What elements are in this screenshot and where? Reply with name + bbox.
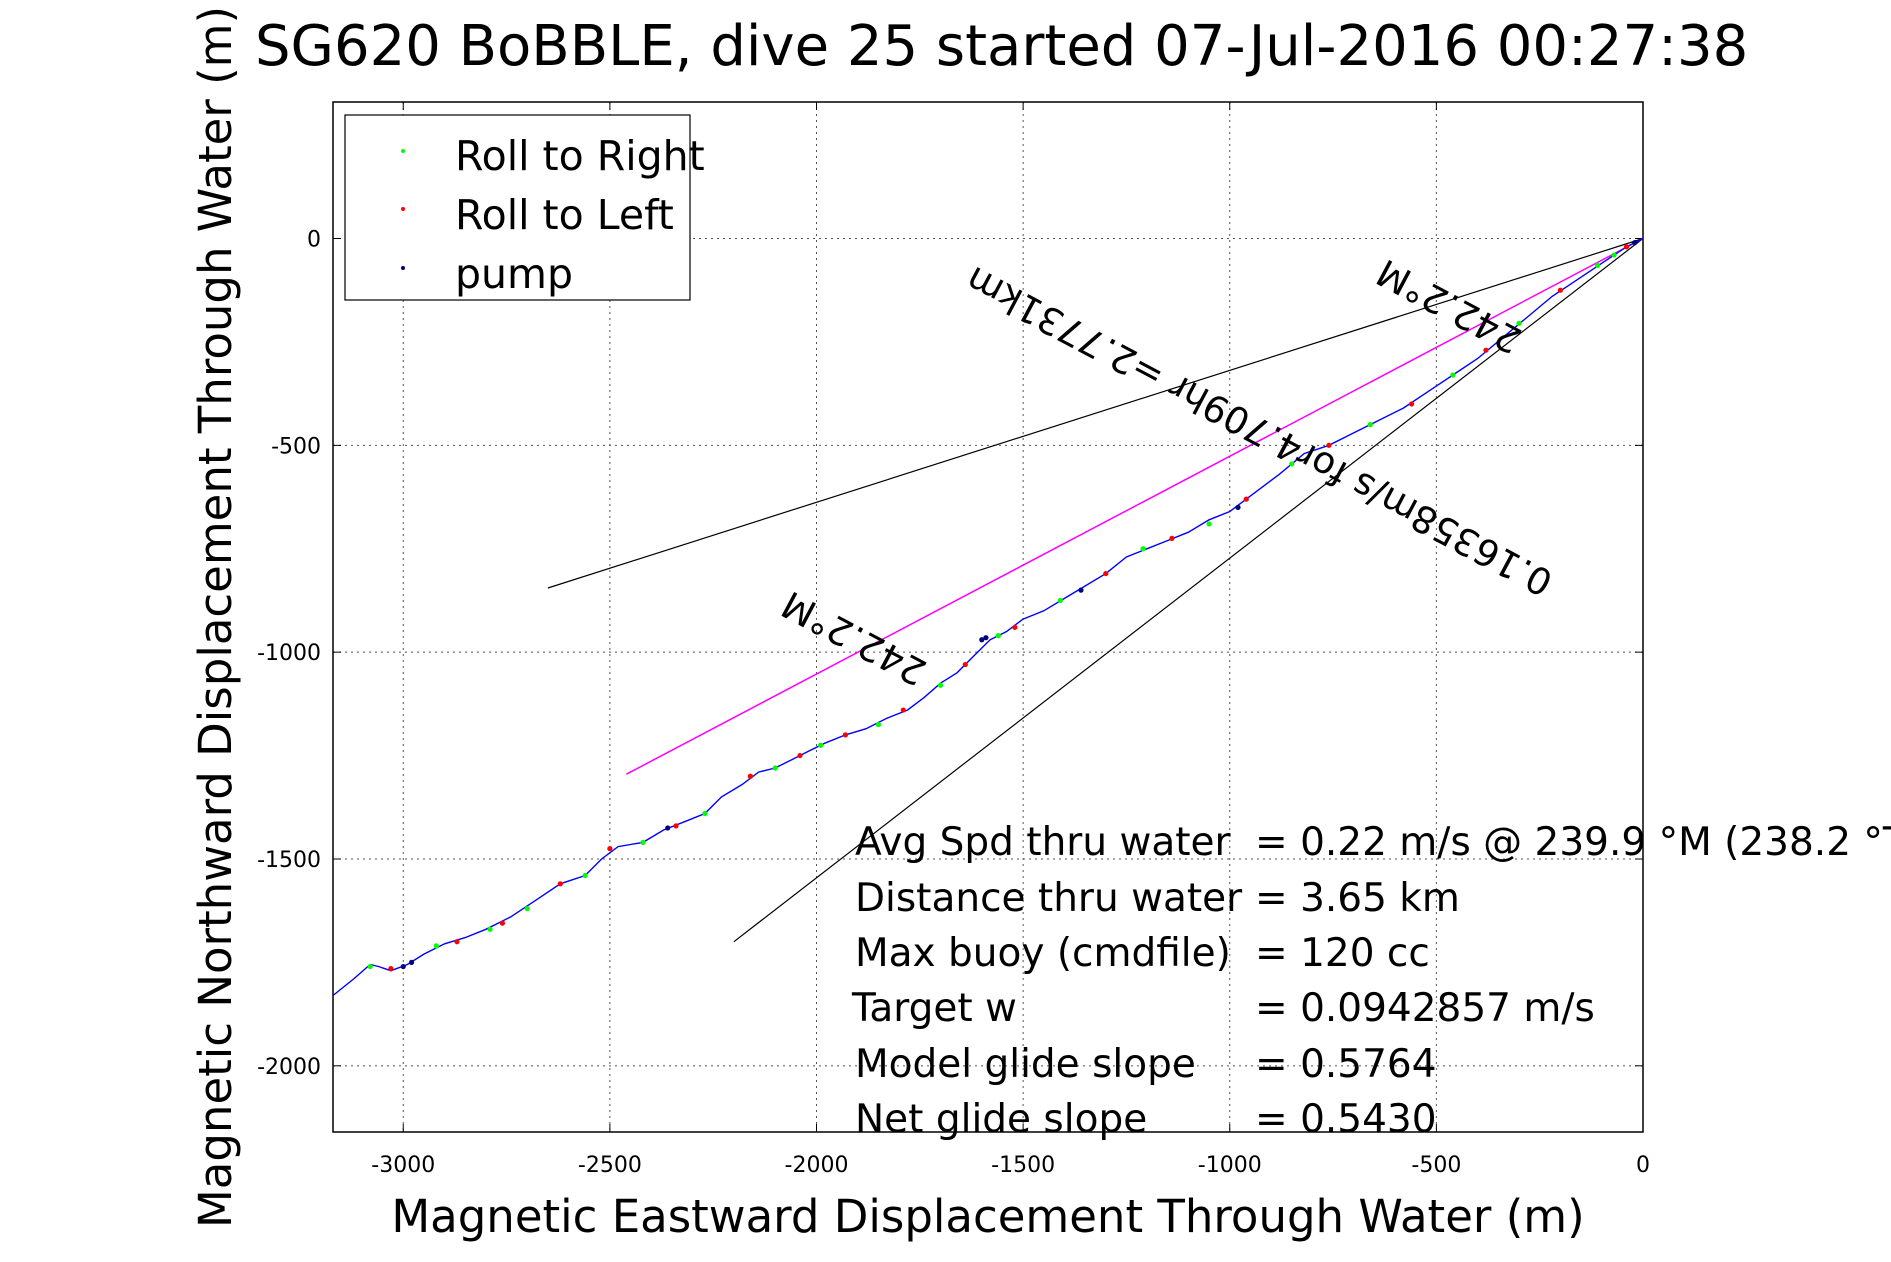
stat-value-net-glide: = 0.5430	[1255, 1097, 1437, 1142]
legend-marker-pump	[401, 266, 405, 270]
roll-left-point	[454, 939, 460, 945]
legend-marker-roll-left	[401, 207, 405, 211]
roll-left-point	[1103, 570, 1109, 577]
roll-right-point	[1450, 372, 1456, 378]
pump-point	[1078, 587, 1084, 593]
pump-point	[665, 825, 671, 831]
roll-left-point	[900, 707, 906, 713]
roll-left-point	[1483, 347, 1489, 353]
x-tick-label: -3000	[371, 1153, 435, 1178]
roll-right-point	[1289, 461, 1295, 467]
roll-right-point	[367, 963, 373, 970]
x-tick-label: -2500	[578, 1153, 642, 1178]
roll-right-point	[702, 810, 708, 817]
roll-right-point	[1367, 422, 1373, 428]
roll-right-point	[582, 872, 588, 879]
x-tick-label: -1500	[991, 1153, 1055, 1178]
roll-right-point	[640, 839, 646, 846]
chart-title: SG620 BoBBLE, dive 25 started 07-Jul-201…	[255, 14, 1748, 79]
roll-left-point	[747, 773, 753, 779]
stat-label-max-buoy: Max buoy (cmdfile)	[855, 931, 1231, 976]
roll-left-point	[607, 846, 613, 852]
stat-value-avg-speed: = 0.22 m/s @ 239.9 °M (238.2 °T)	[1255, 820, 1891, 865]
stat-label-distance: Distance thru water	[855, 876, 1243, 921]
roll-right-point	[1057, 597, 1063, 604]
series	[332, 237, 1644, 997]
pump-point	[400, 963, 406, 970]
roll-left-point	[499, 920, 506, 926]
heading-label-near: 242.2°M	[1370, 250, 1528, 361]
roll-right-point	[1611, 252, 1617, 258]
roll-left-point	[1243, 496, 1249, 502]
pump-point	[983, 635, 989, 641]
heading-line	[626, 237, 1644, 775]
roll-left-point	[673, 823, 679, 829]
roll-right-point	[433, 943, 439, 949]
x-tick-label: -1000	[1198, 1153, 1262, 1178]
pump-point	[408, 959, 415, 966]
roll-right-point	[995, 633, 1001, 639]
legend-label-pump: pump	[455, 250, 573, 298]
stat-value-target-w: = 0.0942857 m/s	[1255, 986, 1595, 1031]
roll-left-point	[1408, 401, 1415, 407]
legend-marker-roll-right	[401, 149, 405, 153]
stat-label-target-w: Target w	[851, 986, 1017, 1031]
roll-right-point	[487, 926, 493, 932]
x-axis-label: Magnetic Eastward Displacement Through W…	[391, 1190, 1584, 1243]
roll-right-point	[1140, 546, 1146, 552]
roll-left-point	[388, 966, 394, 972]
roll-left-point	[1623, 244, 1630, 250]
y-axis-label: Magnetic Northward Displacement Through …	[189, 6, 242, 1228]
stat-value-distance: = 3.65 km	[1255, 876, 1460, 921]
roll-right-point	[875, 721, 882, 728]
x-tick-label: 0	[1636, 1153, 1650, 1178]
y-tick-label: -1000	[257, 641, 321, 666]
axis-ticks: -3000 -2500 -2000 -1500 -1000 -500 0 0 -500 -1000…	[257, 102, 1650, 1178]
roll-left-point	[1169, 535, 1175, 542]
stat-label-model-glide: Model glide slope	[855, 1042, 1196, 1087]
legend-label-roll-left: Roll to Left	[455, 191, 674, 239]
markers	[367, 240, 1638, 972]
envelope-line	[733, 238, 1644, 943]
legend-label-roll-right: Roll to Right	[455, 132, 705, 180]
roll-left-point	[1557, 287, 1563, 293]
y-tick-label: 0	[307, 228, 321, 253]
y-tick-label: -1500	[257, 848, 321, 873]
roll-left-point	[797, 752, 803, 759]
stats-block: Avg Spd thru water = 0.22 m/s @ 239.9 °M…	[851, 820, 1891, 1142]
x-tick-label: -2000	[785, 1153, 849, 1178]
y-tick-label: -500	[271, 434, 321, 459]
roll-left-point	[557, 881, 563, 887]
heading-label-far: 242.2°M	[775, 582, 933, 693]
x-tick-label: -500	[1411, 1153, 1461, 1178]
roll-right-point	[1206, 521, 1212, 527]
pump-point	[1235, 504, 1241, 510]
plot-frame	[332, 101, 1644, 1133]
stat-value-max-buoy: = 120 cc	[1255, 931, 1430, 976]
roll-right-point	[772, 765, 778, 771]
roll-left-point	[962, 661, 968, 668]
roll-right-point	[818, 742, 824, 748]
pump-point	[1632, 240, 1638, 246]
roll-right-point	[1594, 262, 1601, 268]
y-tick-label: -2000	[257, 1055, 321, 1080]
legend: Roll to Right Roll to Left pump	[344, 114, 705, 301]
roll-left-point	[1012, 624, 1018, 630]
roll-left-point	[842, 732, 849, 738]
stat-label-net-glide: Net glide slope	[855, 1097, 1147, 1142]
roll-right-point	[937, 682, 944, 688]
roll-right-point	[524, 906, 530, 912]
track-line	[332, 237, 1644, 997]
stat-value-model-glide: = 0.5764	[1255, 1042, 1437, 1087]
roll-right-point	[1516, 320, 1522, 326]
roll-left-point	[1326, 442, 1332, 448]
pump-point	[979, 637, 985, 643]
envelope-line	[547, 237, 1644, 589]
stat-label-avg-speed: Avg Spd thru water	[855, 820, 1232, 865]
